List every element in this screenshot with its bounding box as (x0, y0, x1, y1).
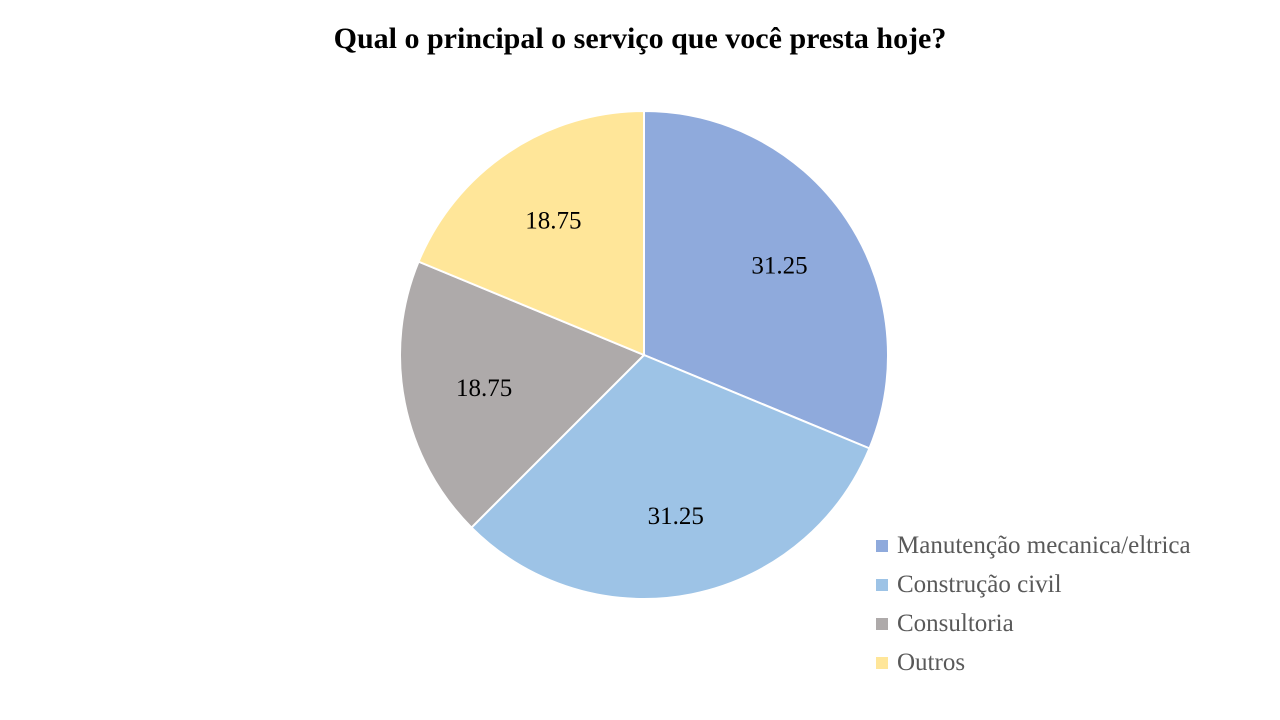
chart-title: Qual o principal o serviço que você pres… (333, 22, 947, 55)
pie-slice-manutencao (643, 109, 889, 450)
data-label: 31.25 (751, 252, 807, 279)
legend-swatch (876, 539, 888, 552)
pie-data-labels: 31.25 31.25 18.75 18.75 (456, 208, 808, 530)
legend-label: Construção civil (897, 570, 1062, 598)
legend-swatch (876, 578, 888, 591)
legend-label: Consultoria (897, 609, 1014, 637)
pie-slice-construcao (470, 353, 871, 600)
pie-slices (399, 109, 889, 600)
data-label: 31.25 (648, 503, 704, 530)
legend: Manutenção mecanica/eltrica Construção c… (876, 526, 1191, 682)
legend-swatch (876, 617, 888, 630)
legend-item-manutencao: Manutenção mecanica/eltrica (876, 526, 1191, 565)
pie-slice-consultoria (399, 260, 646, 529)
legend-item-consultoria: Consultoria (876, 604, 1191, 643)
legend-swatch (876, 656, 888, 669)
legend-item-construcao: Construção civil (876, 565, 1191, 604)
legend-label: Outros (897, 648, 966, 676)
data-label: 18.75 (456, 375, 512, 402)
pie-slice-outros (417, 109, 645, 357)
legend-item-outros: Outros (876, 643, 1191, 682)
legend-label: Manutenção mecanica/eltrica (897, 531, 1191, 559)
data-label: 18.75 (525, 208, 581, 235)
